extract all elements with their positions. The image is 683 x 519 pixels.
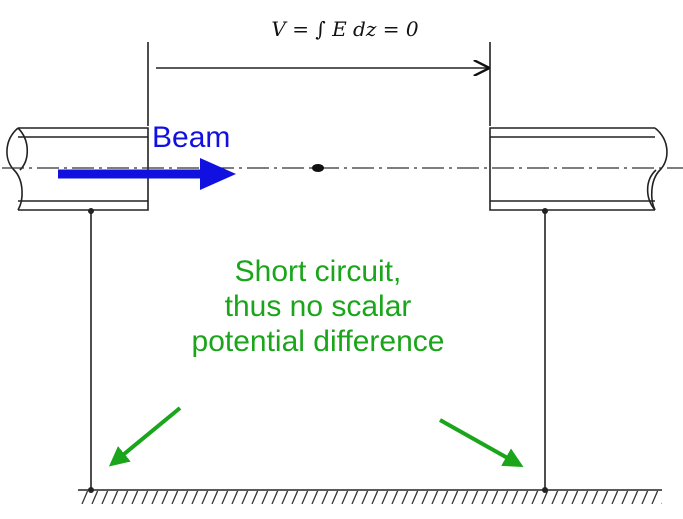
beam-arrow-head (200, 158, 236, 190)
annotation-line: thus no scalar (225, 290, 412, 323)
pointer-arrow (439, 418, 524, 467)
annotation-line: potential difference (192, 325, 445, 358)
joint (88, 208, 94, 214)
ground-hatch (78, 491, 662, 504)
particle (312, 164, 324, 172)
pointer-arrow (108, 406, 182, 467)
beam-label: Beam (152, 121, 230, 154)
left-pipe (6, 127, 149, 211)
joint (542, 208, 548, 214)
equation: V = ∫ E dz = 0 (271, 17, 418, 41)
right-pipe (489, 127, 668, 211)
annotation-line: Short circuit, (235, 255, 402, 288)
